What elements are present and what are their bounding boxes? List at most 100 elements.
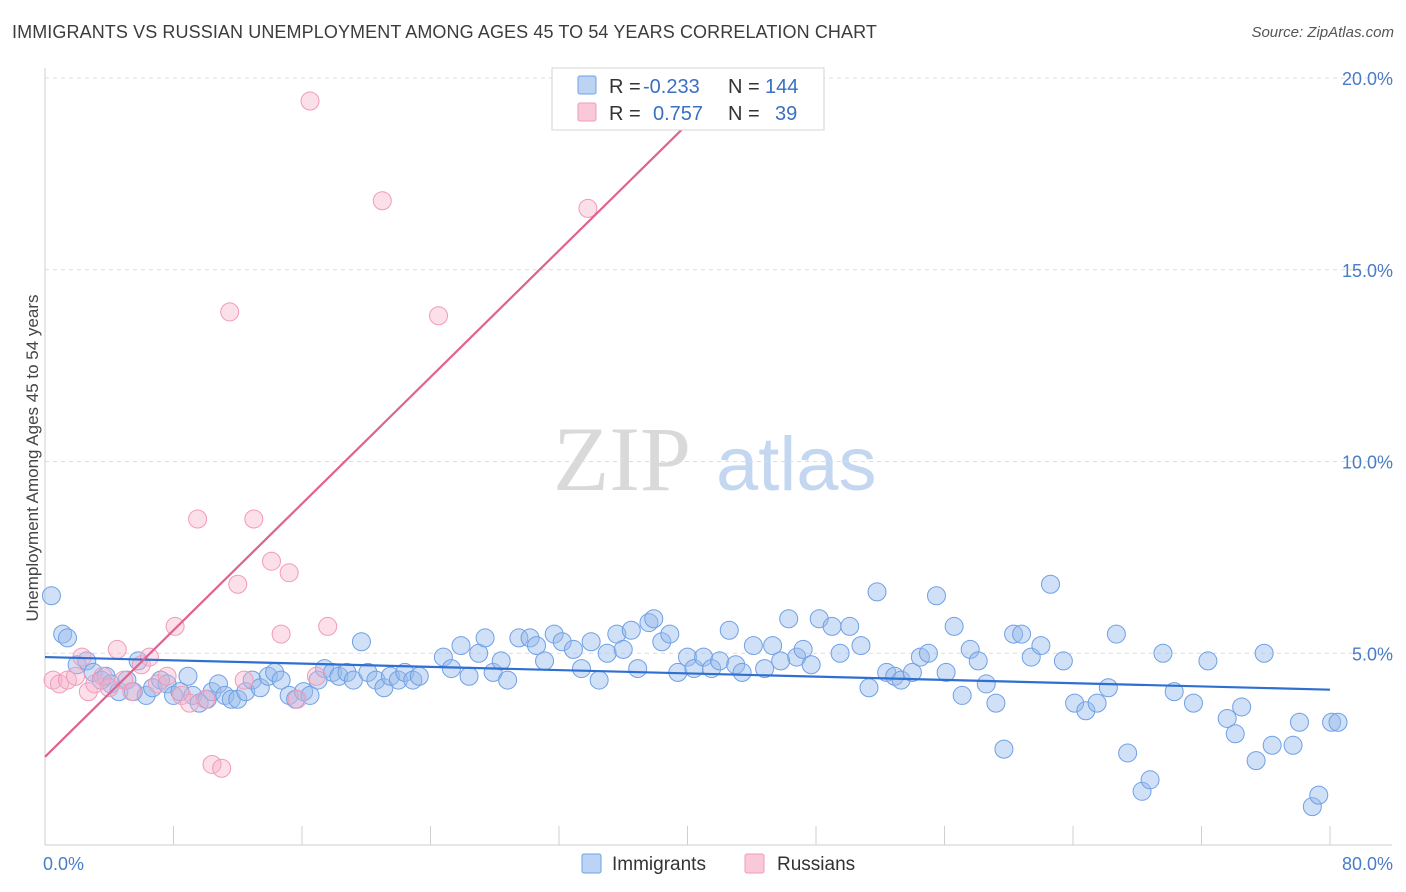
point-immigrants-46: [366, 670, 386, 690]
point-immigrants-50: [395, 662, 415, 682]
point-russians-13: [139, 647, 159, 667]
point-immigrants-60: [491, 651, 511, 671]
legend-r-label-immigrants: R =: [609, 76, 641, 98]
point-immigrants-120: [1004, 624, 1024, 644]
point-russians-5: [78, 682, 98, 702]
point-immigrants-71: [589, 670, 609, 690]
point-immigrants-87: [719, 620, 739, 640]
bottom-legend-swatch-immigrants: [581, 853, 602, 874]
point-immigrants-127: [1076, 701, 1096, 721]
point-immigrants-65: [535, 651, 555, 671]
point-immigrants-102: [851, 636, 871, 656]
point-immigrants-123: [1031, 636, 1051, 656]
point-russians-33: [318, 616, 338, 636]
point-immigrants-37: [300, 685, 320, 705]
point-immigrants-44: [351, 632, 371, 652]
x-tick-label-min: 0.0%: [43, 854, 84, 874]
point-immigrants-131: [1118, 743, 1138, 763]
point-immigrants-79: [652, 632, 672, 652]
point-russians-9: [107, 639, 127, 659]
point-russians-15: [157, 666, 177, 686]
series-legend: Immigrants Russians: [581, 853, 855, 875]
watermark-atlas: atlas: [716, 422, 877, 507]
point-immigrants-70: [581, 632, 601, 652]
point-russians-29: [279, 563, 299, 583]
point-immigrants-53: [433, 647, 453, 667]
watermark: ZIP atlas: [553, 408, 877, 510]
point-immigrants-2: [57, 628, 77, 648]
point-immigrants-100: [830, 643, 850, 663]
point-immigrants-111: [926, 586, 946, 606]
point-immigrants-74: [613, 639, 633, 659]
point-immigrants-141: [1246, 751, 1266, 771]
point-russians-36: [578, 198, 598, 218]
point-immigrants-68: [563, 639, 583, 659]
point-immigrants-55: [451, 636, 471, 656]
point-russians-31: [300, 91, 320, 111]
point-russians-22: [212, 758, 232, 778]
point-immigrants-42: [337, 662, 357, 682]
point-russians-11: [122, 682, 142, 702]
point-immigrants-136: [1183, 693, 1203, 713]
point-immigrants-104: [867, 582, 887, 602]
point-immigrants-145: [1289, 712, 1309, 732]
point-immigrants-116: [968, 651, 988, 671]
point-immigrants-20: [183, 685, 203, 705]
point-immigrants-19: [178, 666, 198, 686]
point-russians-26: [244, 509, 264, 529]
point-immigrants-12: [128, 651, 148, 671]
y-tick-label-3: 20.0%: [1342, 69, 1393, 89]
bottom-legend-label-russians: Russians: [777, 854, 855, 875]
point-immigrants-132: [1132, 781, 1152, 801]
legend-swatch-immigrants: [577, 75, 597, 95]
point-immigrants-135: [1164, 682, 1184, 702]
point-immigrants-91: [755, 659, 775, 679]
point-immigrants-27: [228, 689, 248, 709]
point-immigrants-80: [660, 624, 680, 644]
point-immigrants-119: [994, 739, 1014, 759]
point-immigrants-78: [644, 609, 664, 629]
tick-labels: 5.0% 10.0% 15.0% 20.0% 0.0% 80.0%: [43, 69, 1393, 874]
point-immigrants-147: [1309, 785, 1329, 805]
point-immigrants-134: [1153, 643, 1173, 663]
point-russians-18: [180, 693, 200, 713]
point-immigrants-112: [936, 662, 956, 682]
point-immigrants-23: [202, 682, 222, 702]
point-russians-34: [372, 191, 392, 211]
y-tick-label-0: 5.0%: [1352, 644, 1393, 664]
point-immigrants-13: [136, 685, 156, 705]
x-tick-label-max: 80.0%: [1342, 854, 1393, 874]
point-immigrants-0: [41, 586, 61, 606]
y-tick-label-1: 10.0%: [1342, 453, 1393, 473]
point-immigrants-58: [475, 628, 495, 648]
point-russians-30: [287, 689, 307, 709]
point-immigrants-61: [498, 670, 518, 690]
trend-line-russians: [44, 123, 689, 758]
correlation-legend: R = -0.233 N = 144 R = 0.757 N = 39: [551, 67, 825, 131]
point-immigrants-24: [208, 674, 228, 694]
bottom-legend-label-immigrants: Immigrants: [612, 854, 706, 875]
point-immigrants-101: [840, 616, 860, 636]
point-immigrants-103: [859, 678, 879, 698]
point-immigrants-69: [571, 659, 591, 679]
point-immigrants-63: [520, 628, 540, 648]
chart-title: IMMIGRANTS VS RUSSIAN UNEMPLOYMENT AMONG…: [12, 22, 877, 42]
point-russians-25: [234, 670, 254, 690]
point-russians-6: [85, 674, 105, 694]
legend-r-value-russians: 0.757: [653, 103, 703, 125]
trend-line-immigrants: [44, 655, 1331, 691]
point-immigrants-146: [1302, 797, 1322, 817]
legend-n-value-russians: 39: [775, 103, 797, 125]
point-immigrants-84: [694, 647, 714, 667]
legend-r-value-immigrants: -0.233: [643, 76, 700, 98]
point-immigrants-89: [732, 662, 752, 682]
point-immigrants-49: [388, 670, 408, 690]
point-immigrants-149: [1328, 712, 1348, 732]
point-immigrants-64: [527, 636, 547, 656]
point-immigrants-130: [1106, 624, 1126, 644]
legend-box: [551, 67, 825, 131]
point-immigrants-144: [1283, 735, 1303, 755]
point-immigrants-126: [1065, 693, 1085, 713]
point-immigrants-114: [952, 685, 972, 705]
source-label: Source: ZipAtlas.com: [1251, 24, 1394, 41]
